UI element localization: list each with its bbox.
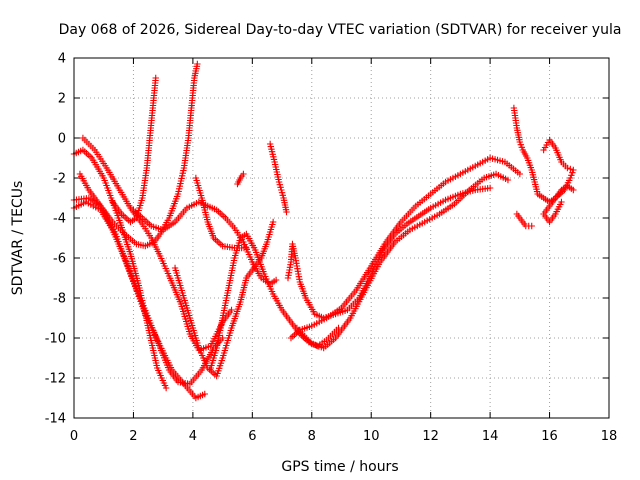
y-tick-label: -2 <box>53 172 66 187</box>
x-axis-label: GPS time / hours <box>281 459 398 475</box>
data-point-marker <box>570 186 577 194</box>
series-track-17 <box>540 136 577 226</box>
data-point-marker <box>567 165 574 173</box>
data-point-marker <box>194 60 201 68</box>
series-track-8 <box>171 218 277 380</box>
series-track-18 <box>513 210 535 230</box>
data-point-marker <box>486 184 494 192</box>
series-track-15 <box>293 170 512 352</box>
series-track-14 <box>287 154 524 342</box>
y-tick-label: -10 <box>45 332 66 347</box>
data-point-marker <box>269 218 277 226</box>
series-track-12 <box>266 140 290 216</box>
y-tick-label: -4 <box>53 212 66 227</box>
series-track-4 <box>79 134 235 354</box>
x-tick-label: 18 <box>601 429 618 444</box>
y-tick-label: 0 <box>58 132 66 147</box>
series-track-3 <box>70 194 208 402</box>
data-point-marker <box>272 276 280 284</box>
y-tick-label: -14 <box>45 412 66 427</box>
y-tick-label: -12 <box>45 372 66 387</box>
y-axis-label: SDTVAR / TECUs <box>10 181 26 296</box>
x-tick-label: 12 <box>422 429 439 444</box>
y-tick-label: -8 <box>53 292 66 307</box>
data-points <box>70 60 577 402</box>
y-tick-label: -6 <box>53 252 66 267</box>
x-tick-label: 4 <box>189 429 197 444</box>
y-tick-label: 2 <box>58 92 66 107</box>
x-axis-ticks: 0 2 4 6 8 10 12 14 16 18 <box>70 58 617 444</box>
data-point-marker <box>243 244 250 252</box>
series-track-10 <box>207 230 342 372</box>
data-point-marker <box>504 176 512 184</box>
series-track-11 <box>234 170 247 188</box>
x-tick-label: 2 <box>129 429 137 444</box>
series-track-2 <box>70 198 226 388</box>
y-tick-label: 4 <box>58 52 66 67</box>
data-point-marker <box>228 306 235 314</box>
x-tick-label: 10 <box>363 429 380 444</box>
data-point-marker <box>528 222 535 230</box>
data-point-marker <box>516 170 524 178</box>
x-tick-label: 14 <box>482 429 499 444</box>
data-point-marker <box>558 198 565 206</box>
y-axis-ticks: -14 -12 -10 -8 -6 -4 -2 0 2 4 <box>45 52 609 427</box>
x-tick-label: 8 <box>308 429 316 444</box>
series-track-6 <box>109 74 159 226</box>
x-tick-label: 16 <box>541 429 558 444</box>
x-tick-label: 0 <box>70 429 78 444</box>
series-track-5 <box>76 60 201 250</box>
data-point-marker <box>564 164 571 172</box>
data-point-marker <box>152 74 159 82</box>
data-point-marker <box>283 208 290 216</box>
chart-title: Day 068 of 2026, Sidereal Day-to-day VTE… <box>59 22 622 38</box>
data-point-marker <box>201 390 208 398</box>
plot-frame <box>73 57 610 419</box>
x-tick-label: 6 <box>248 429 256 444</box>
data-point-marker <box>162 384 170 392</box>
data-point-marker <box>240 170 247 178</box>
